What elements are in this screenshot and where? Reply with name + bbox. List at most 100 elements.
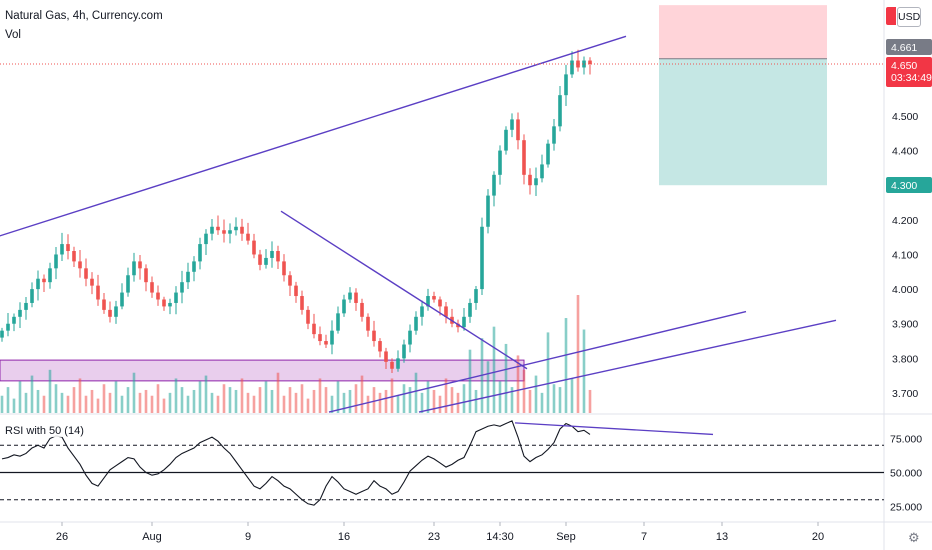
volume-bar [390, 378, 394, 413]
candle-body [456, 323, 460, 328]
volume-bar [528, 389, 532, 413]
volume-bar [204, 375, 208, 413]
candle-body [372, 330, 376, 342]
volume-bar [60, 392, 64, 413]
volume-bar [546, 332, 550, 413]
downtrend-line [280, 210, 528, 370]
rsi-tick-label: 25.000 [890, 502, 922, 514]
candle-body [234, 226, 238, 231]
candle-body [102, 299, 106, 310]
volume-bar [552, 384, 556, 413]
volume-bar [276, 372, 280, 413]
volume-bar [228, 387, 232, 413]
candle-body [24, 302, 28, 310]
candle-body [294, 285, 298, 297]
settings-gear-icon: ⚙ [908, 531, 920, 546]
current-price-tag [886, 39, 932, 55]
volume-bar [474, 389, 478, 413]
volume-bar [534, 375, 538, 413]
volume-bar [294, 392, 298, 413]
volume-bar [342, 392, 346, 413]
volume-bar [468, 349, 472, 413]
candle-body [300, 296, 304, 310]
volume-bar [54, 384, 58, 413]
candle-body [378, 341, 382, 352]
volume-bar [30, 375, 34, 413]
candle-body [60, 244, 64, 255]
volume-bar [462, 384, 466, 413]
volume-bar [354, 384, 358, 413]
volume-bar [90, 389, 94, 413]
volume-bar [84, 395, 88, 413]
candle-body [492, 174, 496, 196]
candle-body [108, 309, 112, 317]
candle-body [342, 299, 346, 314]
volume-bar [132, 372, 136, 413]
axes: 3.700 3.800 3.900 4.000 4.100 4.200 4.300 4.400… [56, 111, 922, 546]
price-tick-label: 3.900 [892, 319, 918, 331]
volume-bar [138, 392, 142, 413]
profit-target-zone [659, 58, 827, 186]
candle-body [390, 361, 394, 369]
volume-bar [252, 395, 256, 413]
candle-body [90, 278, 94, 286]
candle-body [204, 233, 208, 245]
candle-body [318, 334, 322, 342]
candle-body [468, 302, 472, 317]
rsi-tick-label: 50.000 [890, 468, 922, 480]
volume-bar [42, 395, 46, 413]
candle-body [156, 292, 160, 300]
volume-bar [588, 389, 592, 413]
volume-bar [96, 398, 100, 413]
volume-bar [336, 381, 340, 413]
volume-bar [0, 395, 4, 413]
volume-bar [6, 387, 10, 413]
candle-body [396, 358, 400, 369]
volume-bar [210, 392, 214, 413]
candle-body [78, 261, 82, 269]
drawn-lines [0, 35, 884, 413]
rsi-divergence-line [514, 422, 714, 436]
candles [0, 49, 592, 374]
volume-bar [216, 395, 220, 413]
candle-body [228, 230, 232, 234]
candle-body [48, 268, 52, 283]
candle-body [18, 309, 22, 317]
candle-body [540, 164, 544, 179]
volume-bar [306, 398, 310, 413]
volume-bar [156, 384, 160, 413]
support-zone [0, 359, 525, 382]
currency-button[interactable]: USD [897, 7, 921, 27]
candle-body [582, 60, 586, 68]
stop-price-tag [886, 7, 896, 25]
volume-bar [300, 384, 304, 413]
candle-body [54, 254, 58, 269]
price-tick-label: 4.500 [892, 111, 918, 123]
volume-bar [504, 343, 508, 413]
volume-bar [324, 387, 328, 413]
volume-bar [108, 392, 112, 413]
candle-body [186, 271, 190, 283]
time-tick-label: 16 [338, 531, 350, 543]
candle-body [264, 257, 268, 265]
target-price-tag [886, 177, 932, 193]
candle-body [222, 230, 226, 234]
support-trendline-2 [418, 319, 837, 413]
last-close-tag-text: 4.650 [891, 60, 917, 72]
candle-body [474, 289, 478, 303]
volume-bar [144, 389, 148, 413]
candle-body [258, 254, 262, 265]
volume-bar [348, 389, 352, 413]
channel-upper-trendline [0, 35, 627, 237]
candle-body [444, 306, 448, 317]
candle-body [42, 278, 46, 283]
candle-body [330, 330, 334, 345]
candle-body [174, 292, 178, 303]
candle-body [366, 316, 370, 331]
volume-bar [222, 384, 226, 413]
candle-body [402, 344, 406, 359]
price-tick-label: 4.200 [892, 215, 918, 227]
volume-label: Vol [5, 29, 21, 41]
candle-body [180, 282, 184, 293]
